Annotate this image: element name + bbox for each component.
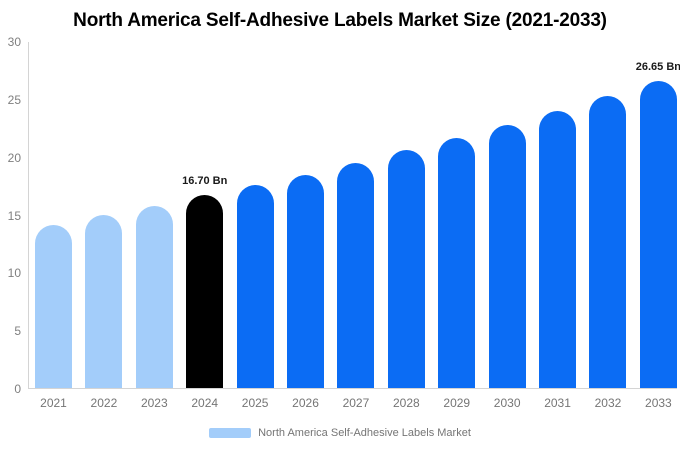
x-label-2027: 2027 <box>342 396 370 410</box>
bar-2028 <box>387 150 425 388</box>
bar-2029 <box>438 137 476 388</box>
bar-column-2029: 2029 <box>438 42 476 409</box>
bar-column-2032: 2032 <box>589 42 627 409</box>
x-label-2021: 2021 <box>40 396 67 410</box>
y-axis: 0 5 10 15 20 25 30 <box>0 36 24 395</box>
data-label-2033: 26.65 Bn <box>635 60 680 73</box>
y-tick-30: 30 <box>7 35 21 49</box>
bar-2030 <box>488 125 526 388</box>
x-label-2032: 2032 <box>594 396 622 410</box>
bar-column-2021: 2021 <box>35 42 72 409</box>
bar-2027 <box>337 163 375 388</box>
bar-column-2025: 2025 <box>236 42 274 409</box>
bar-column-2031: 2031 <box>539 42 577 409</box>
y-tick-0: 0 <box>14 382 21 396</box>
bar-column-2027: 2027 <box>337 42 375 409</box>
x-label-2029: 2029 <box>443 396 471 410</box>
bar-2024 <box>186 195 224 388</box>
bars-container: 2021 2022 2023 16.70 Bn 2024 2025 2026 2027 2028… <box>35 42 680 409</box>
bar-column-2023: 2023 <box>135 42 173 409</box>
bar-2022 <box>85 215 123 388</box>
x-label-2023: 2023 <box>140 396 168 410</box>
legend-swatch <box>209 428 252 438</box>
bar-column-2033: 26.65 Bn 2033 <box>636 42 680 409</box>
bar-2021 <box>35 225 72 388</box>
y-tick-10: 10 <box>7 266 21 281</box>
chart-title: North America Self-Adhesive Labels Marke… <box>73 10 607 31</box>
x-label-2033: 2033 <box>645 396 672 410</box>
bar-2023 <box>135 205 173 388</box>
bar-column-2028: 2028 <box>387 42 425 409</box>
x-label-2028: 2028 <box>392 396 420 410</box>
plot-area: 2021 2022 2023 16.70 Bn 2024 2025 2026 2027 2028… <box>28 42 680 409</box>
bar-column-2030: 2030 <box>488 42 526 409</box>
x-label-2024: 2024 <box>191 396 219 410</box>
legend: North America Self-Adhesive Labels Marke… <box>0 425 680 441</box>
x-label-2026: 2026 <box>292 396 319 410</box>
y-tick-15: 15 <box>7 208 21 223</box>
x-label-2030: 2030 <box>493 396 521 410</box>
y-tick-20: 20 <box>7 150 21 165</box>
x-label-2031: 2031 <box>544 396 571 410</box>
bar-column-2022: 2022 <box>85 42 123 409</box>
bar-2033 <box>639 80 677 388</box>
x-label-2022: 2022 <box>90 396 118 410</box>
y-tick-25: 25 <box>7 92 21 107</box>
bar-2032 <box>589 96 627 388</box>
x-label-2025: 2025 <box>241 396 269 410</box>
bar-column-2024: 16.70 Bn 2024 <box>182 42 227 409</box>
y-tick-5: 5 <box>14 324 21 339</box>
bar-2025 <box>236 185 274 388</box>
data-label-2024: 16.70 Bn <box>182 175 228 188</box>
bar-column-2026: 2026 <box>287 42 325 409</box>
bar-2031 <box>539 111 577 388</box>
legend-label: North America Self-Adhesive Labels Marke… <box>258 426 471 439</box>
bar-2026 <box>287 174 325 388</box>
